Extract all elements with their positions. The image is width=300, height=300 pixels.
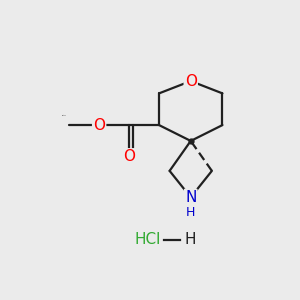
Text: methyl: methyl	[61, 115, 66, 116]
Text: O: O	[93, 118, 105, 133]
Text: H: H	[186, 206, 195, 219]
Text: HCl: HCl	[134, 232, 161, 247]
Text: O: O	[185, 74, 197, 88]
Text: N: N	[185, 190, 196, 205]
Text: H: H	[185, 232, 196, 247]
Text: O: O	[123, 149, 135, 164]
